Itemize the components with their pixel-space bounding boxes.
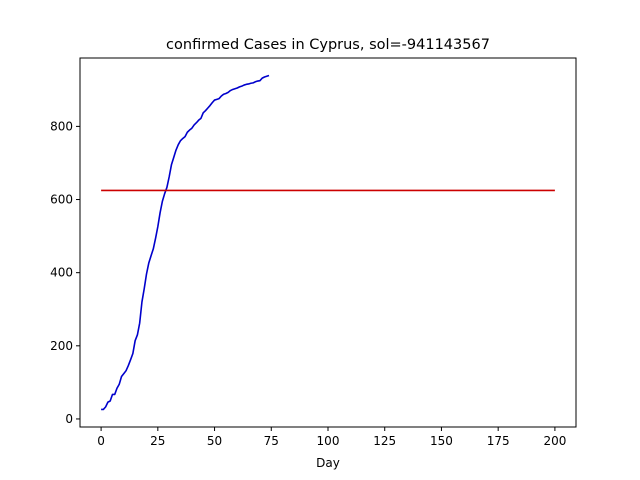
- x-tick-label: 125: [373, 434, 396, 448]
- chart-title: confirmed Cases in Cyprus, sol=-94114356…: [166, 37, 490, 53]
- x-tick-label: 25: [150, 434, 165, 448]
- y-axis: 0 200 400 600 800: [50, 119, 80, 426]
- y-tick-label: 0: [65, 412, 73, 426]
- x-axis: 0 25 50 75 100 125 150 175 200: [97, 427, 566, 448]
- y-tick-label: 400: [50, 266, 73, 280]
- x-tick-label: 175: [487, 434, 510, 448]
- x-axis-label: Day: [316, 456, 340, 470]
- series-layer: [101, 74, 555, 411]
- y-tick-label: 800: [50, 119, 73, 133]
- x-tick-label: 200: [543, 434, 566, 448]
- y-tick-label: 600: [50, 193, 73, 207]
- x-tick-label: 100: [317, 434, 340, 448]
- x-tick-label: 150: [430, 434, 453, 448]
- confirmed-cases-line: [101, 74, 270, 411]
- x-tick-label: 75: [264, 434, 279, 448]
- x-tick-label: 50: [207, 434, 222, 448]
- x-tick-label: 0: [97, 434, 105, 448]
- y-tick-label: 200: [50, 339, 73, 353]
